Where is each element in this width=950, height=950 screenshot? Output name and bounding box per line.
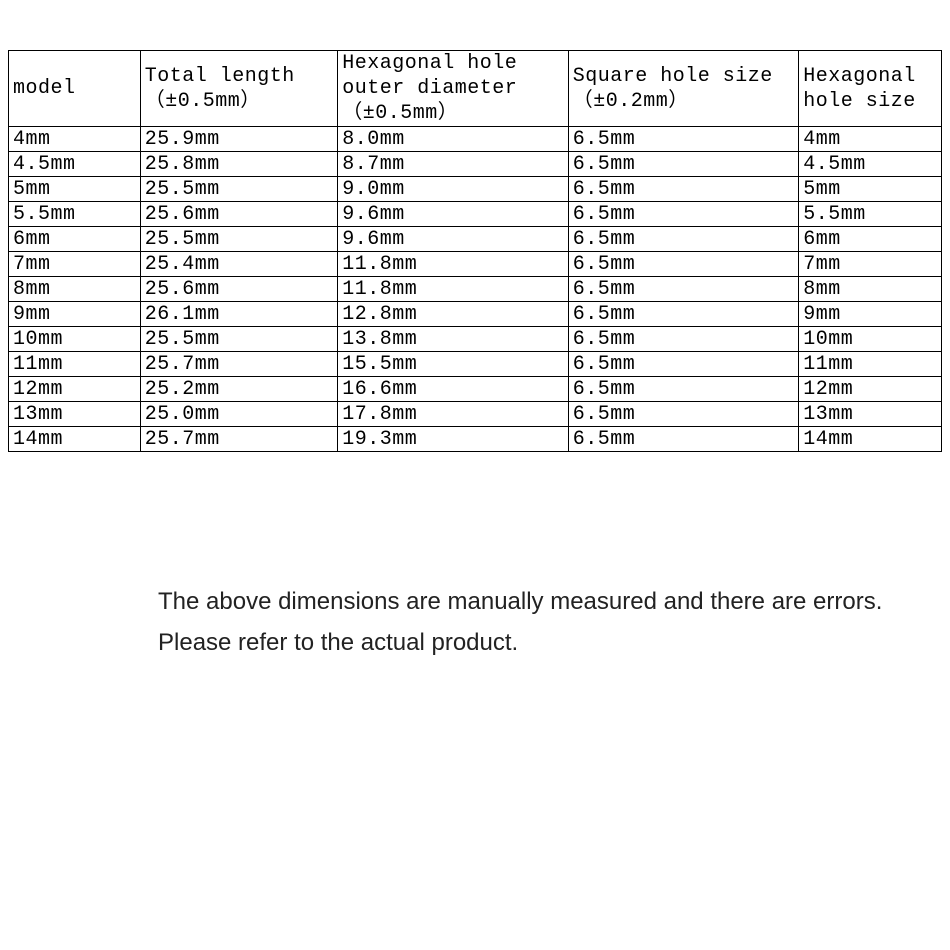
cell: 6.5mm xyxy=(568,377,799,402)
cell: 5.5mm xyxy=(799,202,942,227)
cell: 26.1mm xyxy=(140,302,338,327)
cell: 12mm xyxy=(9,377,141,402)
cell: 25.2mm xyxy=(140,377,338,402)
cell: 9.6mm xyxy=(338,227,569,252)
cell: 8.0mm xyxy=(338,127,569,152)
cell: 25.7mm xyxy=(140,352,338,377)
cell: 8mm xyxy=(9,277,141,302)
table-row: 13mm 25.0mm 17.8mm 6.5mm 13mm xyxy=(9,402,942,427)
cell: 5mm xyxy=(9,177,141,202)
cell: 4.5mm xyxy=(799,152,942,177)
cell: 9mm xyxy=(799,302,942,327)
cell: 7mm xyxy=(9,252,141,277)
cell: 9.6mm xyxy=(338,202,569,227)
col-header-total-length: Total length （±0.5mm） xyxy=(140,51,338,127)
cell: 14mm xyxy=(799,427,942,452)
cell: 6.5mm xyxy=(568,327,799,352)
cell: 9.0mm xyxy=(338,177,569,202)
cell: 14mm xyxy=(9,427,141,452)
cell: 6mm xyxy=(9,227,141,252)
cell: 16.6mm xyxy=(338,377,569,402)
col-header-model: model xyxy=(9,51,141,127)
cell: 4mm xyxy=(9,127,141,152)
cell: 17.8mm xyxy=(338,402,569,427)
cell: 5.5mm xyxy=(9,202,141,227)
cell: 6.5mm xyxy=(568,352,799,377)
cell: 6.5mm xyxy=(568,177,799,202)
cell: 25.8mm xyxy=(140,152,338,177)
cell: 9mm xyxy=(9,302,141,327)
cell: 13mm xyxy=(799,402,942,427)
cell: 6mm xyxy=(799,227,942,252)
cell: 25.7mm xyxy=(140,427,338,452)
page-wrap: model Total length （±0.5mm） Hexagonal ho… xyxy=(0,0,950,664)
cell: 6.5mm xyxy=(568,227,799,252)
cell: 19.3mm xyxy=(338,427,569,452)
cell: 8.7mm xyxy=(338,152,569,177)
cell: 13mm xyxy=(9,402,141,427)
cell: 7mm xyxy=(799,252,942,277)
cell: 6.5mm xyxy=(568,427,799,452)
cell: 10mm xyxy=(9,327,141,352)
cell: 15.5mm xyxy=(338,352,569,377)
table-row: 10mm 25.5mm 13.8mm 6.5mm 10mm xyxy=(9,327,942,352)
table-row: 12mm 25.2mm 16.6mm 6.5mm 12mm xyxy=(9,377,942,402)
table-row: 7mm 25.4mm 11.8mm 6.5mm 7mm xyxy=(9,252,942,277)
cell: 6.5mm xyxy=(568,302,799,327)
cell: 25.0mm xyxy=(140,402,338,427)
cell: 13.8mm xyxy=(338,327,569,352)
cell: 6.5mm xyxy=(568,277,799,302)
table-row: 4mm 25.9mm 8.0mm 6.5mm 4mm xyxy=(9,127,942,152)
table-row: 6mm 25.5mm 9.6mm 6.5mm 6mm xyxy=(9,227,942,252)
cell: 6.5mm xyxy=(568,202,799,227)
cell: 25.4mm xyxy=(140,252,338,277)
cell: 11.8mm xyxy=(338,277,569,302)
table-row: 4.5mm 25.8mm 8.7mm 6.5mm 4.5mm xyxy=(9,152,942,177)
dimensions-table: model Total length （±0.5mm） Hexagonal ho… xyxy=(8,50,942,452)
table-row: 14mm 25.7mm 19.3mm 6.5mm 14mm xyxy=(9,427,942,452)
table-row: 5mm 25.5mm 9.0mm 6.5mm 5mm xyxy=(9,177,942,202)
cell: 11mm xyxy=(799,352,942,377)
cell: 25.5mm xyxy=(140,177,338,202)
table-row: 11mm 25.7mm 15.5mm 6.5mm 11mm xyxy=(9,352,942,377)
table-row: 5.5mm 25.6mm 9.6mm 6.5mm 5.5mm xyxy=(9,202,942,227)
col-header-hex-hole-size: Hexagonal hole size xyxy=(799,51,942,127)
cell: 5mm xyxy=(799,177,942,202)
table-header-row: model Total length （±0.5mm） Hexagonal ho… xyxy=(9,51,942,127)
cell: 8mm xyxy=(799,277,942,302)
cell: 4.5mm xyxy=(9,152,141,177)
cell: 6.5mm xyxy=(568,252,799,277)
col-header-hex-outer-diameter: Hexagonal hole outer diameter （±0.5mm） xyxy=(338,51,569,127)
cell: 6.5mm xyxy=(568,152,799,177)
cell: 11mm xyxy=(9,352,141,377)
cell: 12.8mm xyxy=(338,302,569,327)
cell: 6.5mm xyxy=(568,402,799,427)
footnote-line-2: Please refer to the actual product. xyxy=(158,623,942,664)
cell: 25.5mm xyxy=(140,327,338,352)
footnote-line-1: The above dimensions are manually measur… xyxy=(158,582,942,623)
cell: 25.5mm xyxy=(140,227,338,252)
cell: 6.5mm xyxy=(568,127,799,152)
cell: 11.8mm xyxy=(338,252,569,277)
col-header-square-hole-size: Square hole size （±0.2mm） xyxy=(568,51,799,127)
footnote: The above dimensions are manually measur… xyxy=(158,582,942,664)
cell: 25.6mm xyxy=(140,277,338,302)
table-body: 4mm 25.9mm 8.0mm 6.5mm 4mm 4.5mm 25.8mm … xyxy=(9,127,942,452)
cell: 10mm xyxy=(799,327,942,352)
cell: 25.6mm xyxy=(140,202,338,227)
cell: 25.9mm xyxy=(140,127,338,152)
cell: 4mm xyxy=(799,127,942,152)
cell: 12mm xyxy=(799,377,942,402)
table-row: 8mm 25.6mm 11.8mm 6.5mm 8mm xyxy=(9,277,942,302)
table-row: 9mm 26.1mm 12.8mm 6.5mm 9mm xyxy=(9,302,942,327)
